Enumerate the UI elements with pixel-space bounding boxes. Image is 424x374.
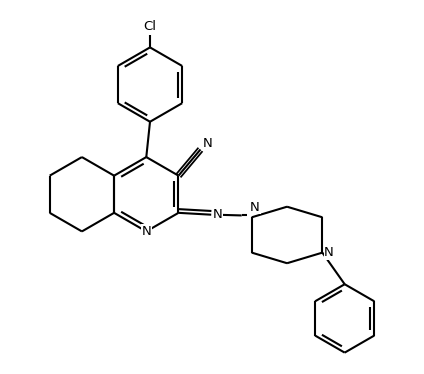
Text: N: N bbox=[213, 208, 223, 221]
Text: N: N bbox=[142, 225, 151, 238]
Text: N: N bbox=[250, 200, 260, 214]
Text: N: N bbox=[324, 246, 334, 259]
Text: N: N bbox=[202, 137, 212, 150]
Text: Cl: Cl bbox=[143, 21, 156, 33]
